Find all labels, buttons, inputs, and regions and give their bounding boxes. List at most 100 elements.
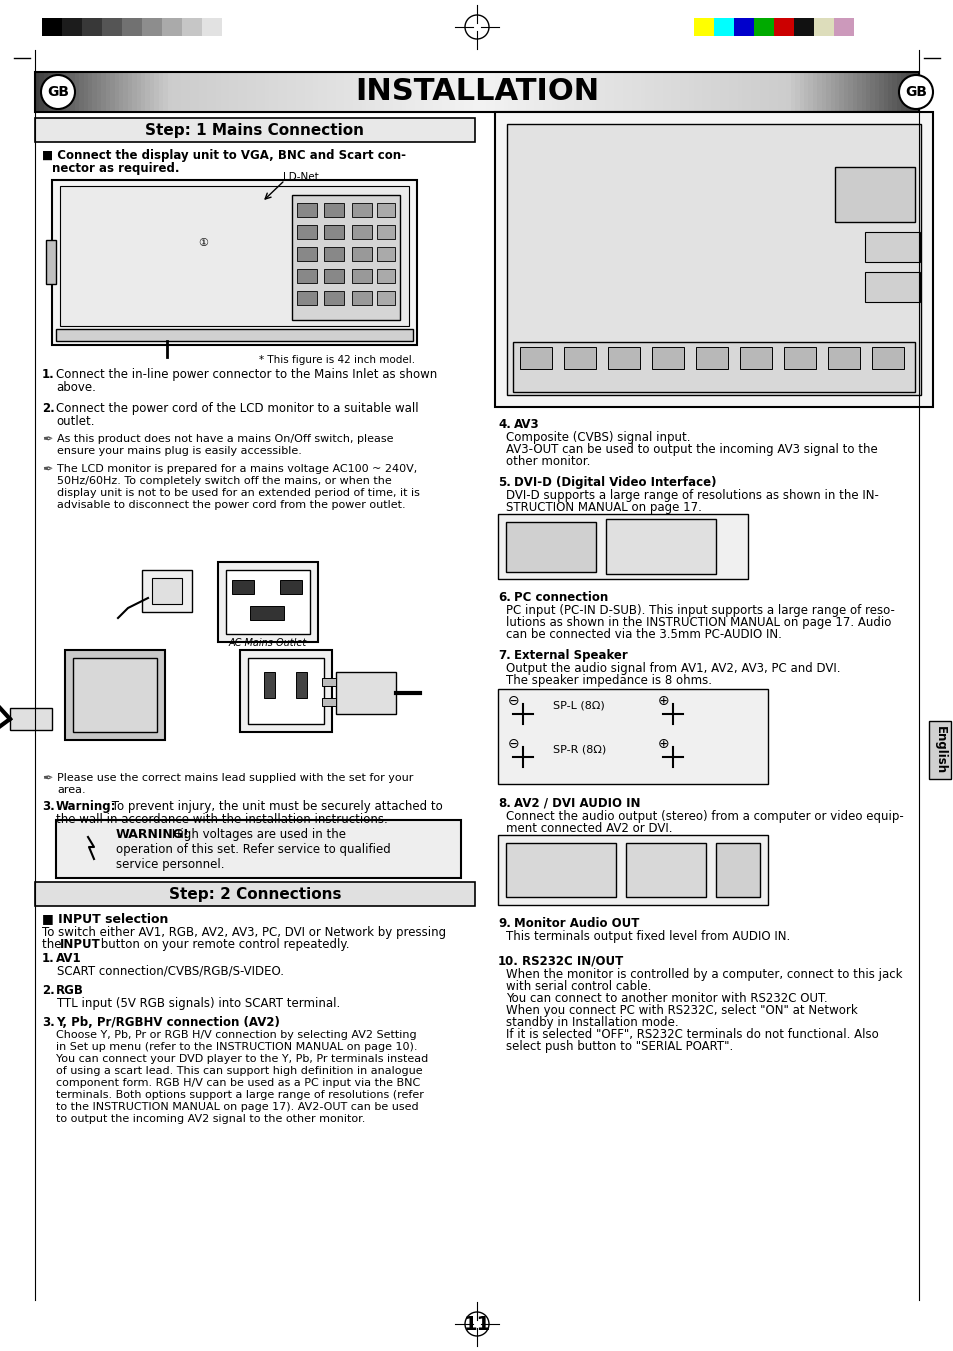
- Text: of using a scart lead. This can support high definition in analogue: of using a scart lead. This can support …: [42, 1066, 422, 1075]
- Bar: [282, 72, 287, 112]
- Text: The speaker impedance is 8 ohms.: The speaker impedance is 8 ohms.: [505, 674, 711, 688]
- Bar: [693, 18, 713, 36]
- Bar: [238, 72, 243, 112]
- Text: ✒: ✒: [42, 463, 52, 477]
- Text: Connect the audio output (stereo) from a computer or video equip-: Connect the audio output (stereo) from a…: [505, 811, 902, 823]
- Circle shape: [590, 866, 598, 874]
- Bar: [300, 72, 305, 112]
- Circle shape: [532, 184, 537, 190]
- Bar: [324, 290, 344, 305]
- Text: 11: 11: [463, 1315, 490, 1333]
- Text: can be connected via the 3.5mm PC-AUDIO IN.: can be connected via the 3.5mm PC-AUDIO …: [505, 628, 781, 640]
- Bar: [35, 72, 40, 112]
- Bar: [799, 72, 803, 112]
- Polygon shape: [70, 830, 110, 865]
- Text: area.: area.: [57, 785, 86, 794]
- Bar: [39, 72, 44, 112]
- Circle shape: [532, 230, 537, 235]
- Circle shape: [561, 527, 567, 534]
- Bar: [79, 72, 84, 112]
- Circle shape: [580, 135, 595, 149]
- Bar: [684, 72, 689, 112]
- Circle shape: [752, 180, 766, 195]
- Bar: [393, 72, 397, 112]
- Bar: [871, 347, 903, 369]
- Text: This terminals output fixed level from AUDIO IN.: This terminals output fixed level from A…: [505, 929, 789, 943]
- Circle shape: [532, 274, 537, 280]
- Circle shape: [867, 174, 873, 180]
- Bar: [565, 72, 570, 112]
- Bar: [723, 72, 729, 112]
- Circle shape: [853, 204, 859, 209]
- Circle shape: [125, 693, 135, 703]
- Bar: [713, 18, 733, 36]
- Bar: [56, 820, 460, 878]
- Bar: [653, 72, 658, 112]
- Bar: [517, 72, 521, 112]
- Text: 7.: 7.: [497, 648, 510, 662]
- Text: INSTALLATION: INSTALLATION: [355, 77, 598, 107]
- Bar: [218, 562, 317, 642]
- Bar: [295, 72, 300, 112]
- Bar: [353, 72, 357, 112]
- Bar: [158, 72, 164, 112]
- Bar: [666, 72, 671, 112]
- Circle shape: [874, 139, 880, 145]
- Text: 3.: 3.: [42, 1016, 54, 1029]
- Bar: [864, 272, 919, 303]
- Bar: [132, 72, 137, 112]
- Bar: [411, 72, 416, 112]
- Text: GB: GB: [904, 85, 926, 99]
- Circle shape: [511, 861, 529, 880]
- Bar: [181, 72, 186, 112]
- Circle shape: [681, 184, 687, 190]
- Bar: [914, 72, 919, 112]
- Bar: [772, 72, 778, 112]
- Bar: [146, 72, 151, 112]
- Bar: [563, 347, 596, 369]
- Bar: [609, 72, 614, 112]
- Text: Composite (CVBS) signal input.: Composite (CVBS) signal input.: [505, 431, 690, 444]
- Bar: [142, 570, 192, 612]
- Bar: [250, 607, 284, 620]
- Bar: [574, 72, 578, 112]
- Bar: [60, 186, 409, 326]
- Text: 1.: 1.: [42, 367, 54, 381]
- Circle shape: [548, 540, 555, 546]
- Text: RS232C IN/OUT: RS232C IN/OUT: [521, 955, 622, 969]
- Text: 1.: 1.: [42, 952, 54, 965]
- Text: TTL input (5V RGB signals) into SCART terminal.: TTL input (5V RGB signals) into SCART te…: [42, 997, 340, 1011]
- Bar: [278, 72, 283, 112]
- Bar: [441, 72, 446, 112]
- Circle shape: [602, 226, 617, 239]
- Circle shape: [596, 218, 623, 246]
- Bar: [154, 72, 159, 112]
- Bar: [220, 72, 225, 112]
- Bar: [497, 835, 767, 905]
- Bar: [185, 72, 190, 112]
- Bar: [182, 18, 202, 36]
- Bar: [406, 72, 411, 112]
- Bar: [296, 203, 316, 218]
- Bar: [10, 708, 52, 730]
- Circle shape: [757, 230, 762, 235]
- Bar: [852, 72, 857, 112]
- Bar: [57, 72, 62, 112]
- Bar: [720, 72, 724, 112]
- Bar: [296, 247, 316, 261]
- Circle shape: [895, 189, 901, 195]
- Bar: [322, 72, 327, 112]
- Bar: [102, 18, 122, 36]
- Bar: [344, 72, 349, 112]
- Bar: [376, 247, 395, 261]
- Bar: [825, 72, 830, 112]
- Circle shape: [697, 135, 710, 149]
- Bar: [123, 72, 129, 112]
- Bar: [901, 72, 905, 112]
- Text: SCART connection/CVBS/RGB/S-VIDEO.: SCART connection/CVBS/RGB/S-VIDEO.: [42, 965, 284, 978]
- Bar: [760, 72, 764, 112]
- Bar: [73, 658, 157, 732]
- Text: lutions as shown in the INSTRUCTION MANUAL on page 17. Audio: lutions as shown in the INSTRUCTION MANU…: [505, 616, 890, 630]
- Bar: [419, 72, 424, 112]
- Bar: [397, 72, 402, 112]
